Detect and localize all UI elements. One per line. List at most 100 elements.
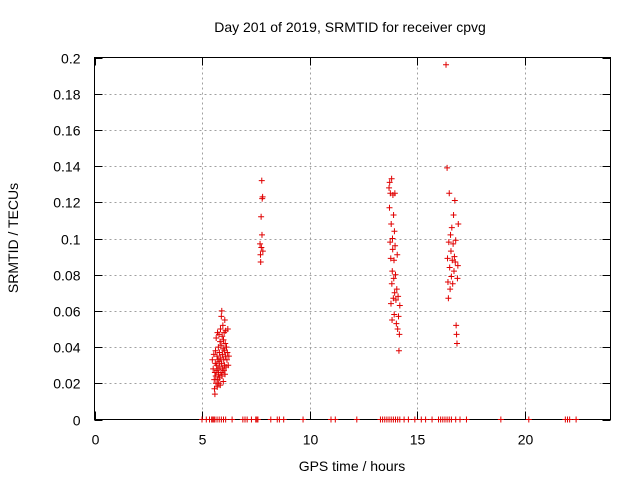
data-point: [394, 251, 401, 258]
data-point: [452, 259, 459, 266]
data-point: [389, 235, 396, 242]
axis-ticks: [94, 57, 611, 421]
x-tick-label: 15: [410, 432, 426, 448]
y-tick-label: 0.14: [53, 159, 80, 175]
y-tick-label: 0.18: [53, 87, 80, 103]
data-point: [259, 248, 266, 255]
data-point: [220, 336, 227, 343]
data-point: [390, 257, 397, 264]
data-point: [389, 316, 396, 323]
data-points: [199, 61, 580, 423]
data-point: [453, 322, 460, 329]
data-point: [391, 190, 398, 197]
data-point: [223, 356, 230, 363]
data-point: [395, 313, 402, 320]
data-point: [405, 416, 412, 423]
data-point: [209, 356, 216, 363]
data-point: [219, 322, 226, 329]
data-point: [391, 311, 398, 318]
data-point: [267, 416, 274, 423]
data-point: [218, 373, 225, 380]
data-point: [225, 362, 232, 369]
data-point: [450, 240, 457, 247]
data-point: [225, 353, 232, 360]
grid-lines: [94, 57, 611, 420]
data-point: [454, 262, 461, 269]
data-point: [332, 416, 339, 423]
data-point: [222, 371, 229, 378]
data-point: [525, 416, 532, 423]
data-point: [220, 378, 227, 385]
data-point: [300, 416, 307, 423]
data-point: [392, 271, 399, 278]
data-point: [386, 184, 393, 191]
data-point: [453, 340, 460, 347]
data-point: [229, 416, 236, 423]
x-tick-label: 5: [199, 432, 207, 448]
data-point: [452, 237, 459, 244]
data-point: [387, 255, 394, 262]
data-point: [258, 244, 265, 251]
data-point: [224, 326, 231, 332]
data-point: [453, 331, 460, 338]
data-point: [222, 340, 229, 347]
data-point: [446, 190, 453, 197]
data-point: [213, 362, 220, 369]
data-point: [446, 264, 453, 271]
data-point: [210, 351, 217, 358]
data-point: [217, 338, 224, 345]
y-tick-label: 0: [73, 413, 81, 429]
data-point: [389, 268, 396, 275]
data-point: [445, 239, 452, 246]
data-point: [220, 367, 227, 374]
data-point: [463, 416, 470, 423]
data-point: [258, 177, 265, 184]
data-point: [212, 347, 219, 354]
data-point: [257, 240, 264, 247]
data-point: [448, 224, 455, 231]
data-point: [391, 228, 398, 235]
data-point: [392, 242, 399, 249]
data-point: [451, 197, 458, 204]
data-point: [445, 295, 452, 302]
data-point: [222, 416, 229, 423]
x-tick-label: 0: [92, 432, 100, 448]
data-point: [218, 342, 225, 349]
data-point: [457, 416, 463, 423]
data-point: [217, 354, 224, 361]
data-point: [217, 369, 224, 376]
data-point: [388, 175, 395, 182]
data-point: [224, 349, 231, 356]
y-axis-label: SRMTID / TECUs: [5, 183, 21, 293]
data-point: [448, 273, 455, 280]
data-point: [353, 416, 360, 423]
data-point: [221, 316, 228, 323]
data-point: [386, 179, 393, 186]
data-point: [443, 61, 450, 68]
data-point: [450, 268, 457, 275]
data-point: [257, 251, 264, 258]
data-point: [422, 416, 429, 423]
data-point: [393, 320, 400, 327]
y-tick-label: 0.02: [53, 376, 80, 392]
data-point: [573, 416, 580, 423]
data-point: [392, 297, 399, 304]
data-point: [449, 280, 456, 287]
data-point: [394, 326, 401, 332]
y-tick-label: 0.1: [61, 232, 81, 248]
x-tick-label: 20: [518, 432, 534, 448]
data-point: [219, 351, 226, 358]
data-point: [214, 353, 221, 360]
data-point: [390, 275, 397, 282]
data-point: [388, 221, 395, 228]
x-axis-label: GPS time / hours: [299, 458, 406, 474]
plot-frame: [94, 57, 611, 420]
data-point: [444, 278, 451, 285]
data-point: [219, 333, 226, 340]
data-point: [211, 391, 218, 398]
y-tick-label: 0.2: [61, 51, 81, 67]
data-point: [257, 259, 264, 266]
data-point: [216, 349, 223, 356]
data-point: [218, 307, 225, 314]
data-point: [259, 193, 266, 200]
